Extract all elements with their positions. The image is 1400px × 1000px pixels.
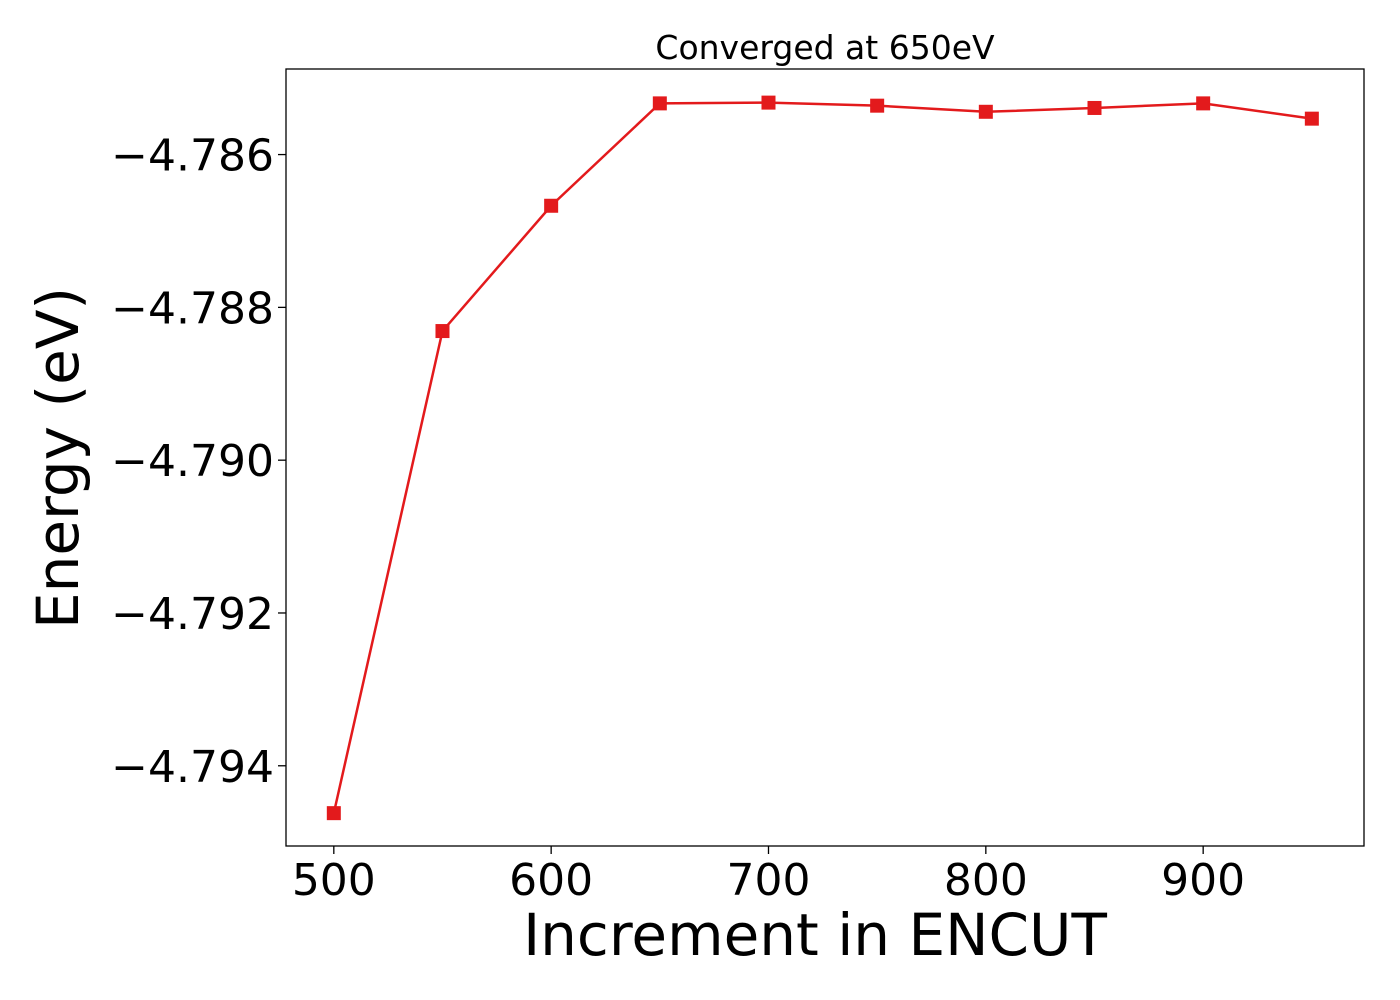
data-point-marker bbox=[761, 95, 776, 110]
series-layer bbox=[326, 95, 1319, 821]
y-tick-label: −4.786 bbox=[111, 131, 274, 182]
data-point-marker bbox=[978, 104, 993, 119]
y-tick-label: −4.792 bbox=[111, 589, 274, 640]
data-point-marker bbox=[1196, 96, 1211, 111]
data-point-marker bbox=[1304, 111, 1319, 126]
series-line bbox=[332, 101, 1313, 814]
y-axis-label: Energy (eV) bbox=[24, 287, 92, 629]
data-point-marker bbox=[870, 98, 885, 113]
plot-area-frame bbox=[285, 68, 1365, 847]
data-point-marker bbox=[326, 806, 341, 821]
x-tick-label: 500 bbox=[292, 855, 376, 906]
y-axis-ticks: −4.786 −4.788 −4.790 −4.792 −4.794 bbox=[111, 131, 286, 793]
x-tick-label: 700 bbox=[726, 855, 810, 906]
x-axis-ticks: 500 600 700 800 900 bbox=[292, 846, 1245, 906]
data-point-marker bbox=[652, 96, 667, 111]
x-tick-label: 900 bbox=[1161, 855, 1245, 906]
data-point-marker bbox=[435, 324, 450, 339]
x-tick-label: 600 bbox=[509, 855, 593, 906]
chart-title: Converged at 650eV bbox=[655, 28, 995, 67]
data-point-marker bbox=[1087, 100, 1102, 115]
data-point-marker bbox=[544, 198, 559, 213]
y-tick-label: −4.794 bbox=[111, 742, 274, 793]
y-tick-label: −4.790 bbox=[111, 436, 274, 487]
x-tick-label: 800 bbox=[944, 855, 1028, 906]
y-tick-label: −4.788 bbox=[111, 283, 274, 334]
x-axis-label: Increment in ENCUT bbox=[523, 901, 1107, 969]
